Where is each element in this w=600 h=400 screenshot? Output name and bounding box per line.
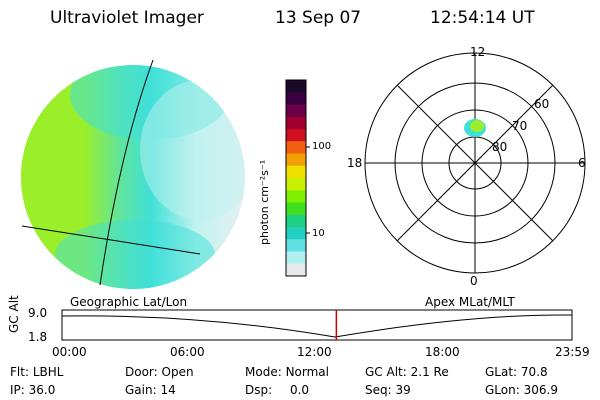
colorbar-swatch <box>286 153 306 167</box>
x-tick-1800: 18:00 <box>425 345 460 359</box>
geo-caption: Geographic Lat/Lon <box>70 295 188 309</box>
colorbar-tick-100: 100 <box>312 141 332 152</box>
mlt-label-12: 12 <box>470 45 486 59</box>
colorbar-swatch <box>286 190 306 203</box>
x-tick-1200: 12:00 <box>297 345 332 359</box>
mlt-label-18: 18 <box>347 156 363 170</box>
x-tick-0000: 00:00 <box>52 345 87 359</box>
lat-label-60: 60 <box>534 97 550 111</box>
colorbar-tick-10: 10 <box>312 228 325 239</box>
status-glon: GLon: 306.9 <box>485 383 558 397</box>
x-tick-2359: 23:59 <box>555 345 590 359</box>
colorbar-swatch <box>286 239 306 252</box>
instrument-title: Ultraviolet Imager <box>50 8 204 28</box>
colorbar-swatch <box>286 227 306 240</box>
gc-alt-axis-label: GC Alt <box>7 295 21 333</box>
status-seq: Seq: 39 <box>365 383 411 397</box>
colorbar-swatch <box>286 92 306 105</box>
lat-label-70: 70 <box>512 119 528 133</box>
y-tick-1-8: 1.8 <box>28 330 48 344</box>
mlt-label-0: 0 <box>470 274 478 288</box>
colorbar-swatch <box>286 141 306 154</box>
status-glat: GLat: 70.8 <box>485 365 548 379</box>
status-dsp: Dsp: 0.0 <box>245 383 310 397</box>
colorbar <box>285 79 310 277</box>
colorbar-swatch <box>286 251 306 265</box>
lat-label-80: 80 <box>492 140 508 154</box>
colorbar-swatch <box>286 214 306 228</box>
altitude-curve <box>61 314 573 338</box>
colorbar-swatch <box>286 165 306 179</box>
colorbar-swatch <box>286 104 306 118</box>
uv-globe-image <box>21 59 245 289</box>
colorbar-unit-label: photon cm⁻²s⁻¹ <box>258 159 271 245</box>
aurora-spot <box>464 119 486 137</box>
status-gc-alt: GC Alt: 2.1 Re <box>365 365 449 379</box>
polar-plot <box>364 52 586 274</box>
status-ip: IP: 36.0 <box>10 383 56 397</box>
colorbar-swatch <box>286 129 306 142</box>
colorbar-swatch <box>286 178 306 191</box>
y-tick-9: 9.0 <box>28 306 48 320</box>
colorbar-frame <box>285 79 307 277</box>
date-label: 13 Sep 07 <box>275 8 362 28</box>
colorbar-swatch <box>286 116 306 130</box>
timeline-panel <box>61 309 573 341</box>
status-gain: Gain: 14 <box>125 383 176 397</box>
colorbar-swatch <box>286 202 306 216</box>
time-label: 12:54:14 UT <box>430 8 535 28</box>
status-mode: Mode: Normal <box>245 365 329 379</box>
apex-caption: Apex MLat/MLT <box>425 295 515 309</box>
colorbar-swatch <box>286 80 306 93</box>
x-tick-0600: 06:00 <box>170 345 205 359</box>
status-filter: Flt: LBHL <box>10 365 64 379</box>
mlt-label-6: 6 <box>578 156 586 170</box>
status-door: Door: Open <box>125 365 194 379</box>
colorbar-swatch <box>286 263 306 277</box>
